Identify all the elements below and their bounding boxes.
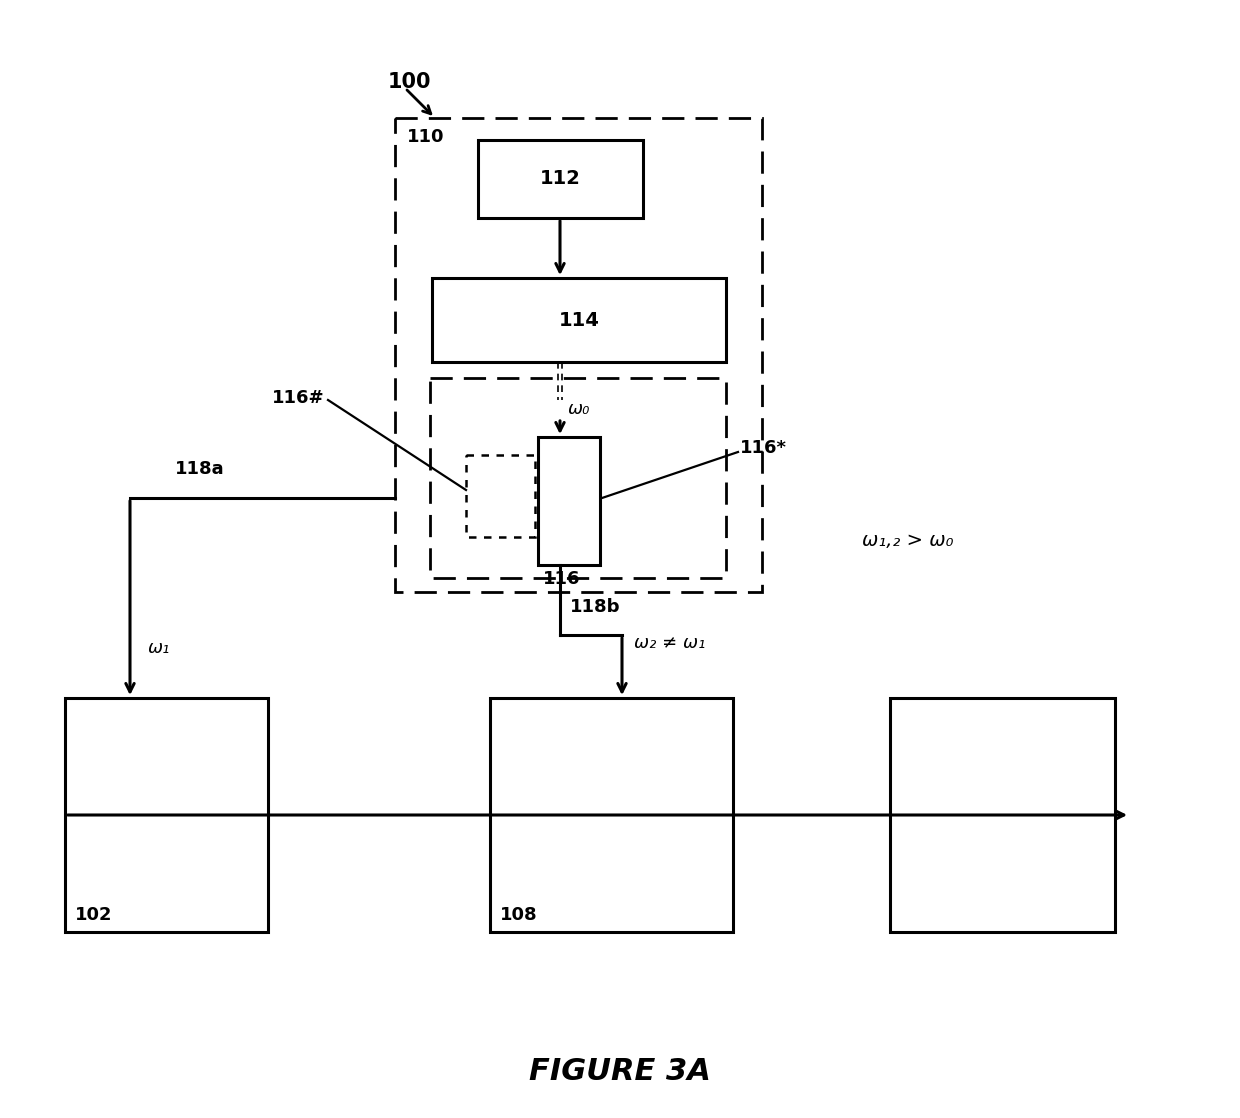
- Bar: [466, 455, 534, 537]
- Bar: [890, 698, 1115, 932]
- Bar: [64, 698, 268, 932]
- Text: ω₁: ω₁: [148, 639, 170, 657]
- Text: FIGURE 3A: FIGURE 3A: [529, 1058, 711, 1087]
- Bar: [432, 278, 725, 362]
- Text: 116*: 116*: [740, 439, 787, 457]
- Text: 112: 112: [541, 170, 580, 189]
- Bar: [430, 378, 725, 578]
- Text: ω₁,₂ > ω₀: ω₁,₂ > ω₀: [862, 531, 954, 550]
- Text: 110: 110: [407, 127, 444, 146]
- Text: 118b: 118b: [570, 598, 620, 616]
- Text: 108: 108: [500, 906, 538, 923]
- Text: 100: 100: [388, 72, 432, 92]
- Bar: [538, 437, 600, 565]
- Bar: [396, 119, 763, 593]
- Bar: [490, 698, 733, 932]
- Text: ω₂ ≠ ω₁: ω₂ ≠ ω₁: [634, 634, 706, 652]
- Text: 116: 116: [543, 570, 580, 588]
- Text: 118a: 118a: [175, 459, 224, 479]
- Text: 116#: 116#: [273, 389, 325, 407]
- Bar: [477, 140, 644, 218]
- Text: ω₀: ω₀: [568, 400, 590, 418]
- Text: 102: 102: [74, 906, 113, 923]
- Text: 114: 114: [558, 311, 599, 330]
